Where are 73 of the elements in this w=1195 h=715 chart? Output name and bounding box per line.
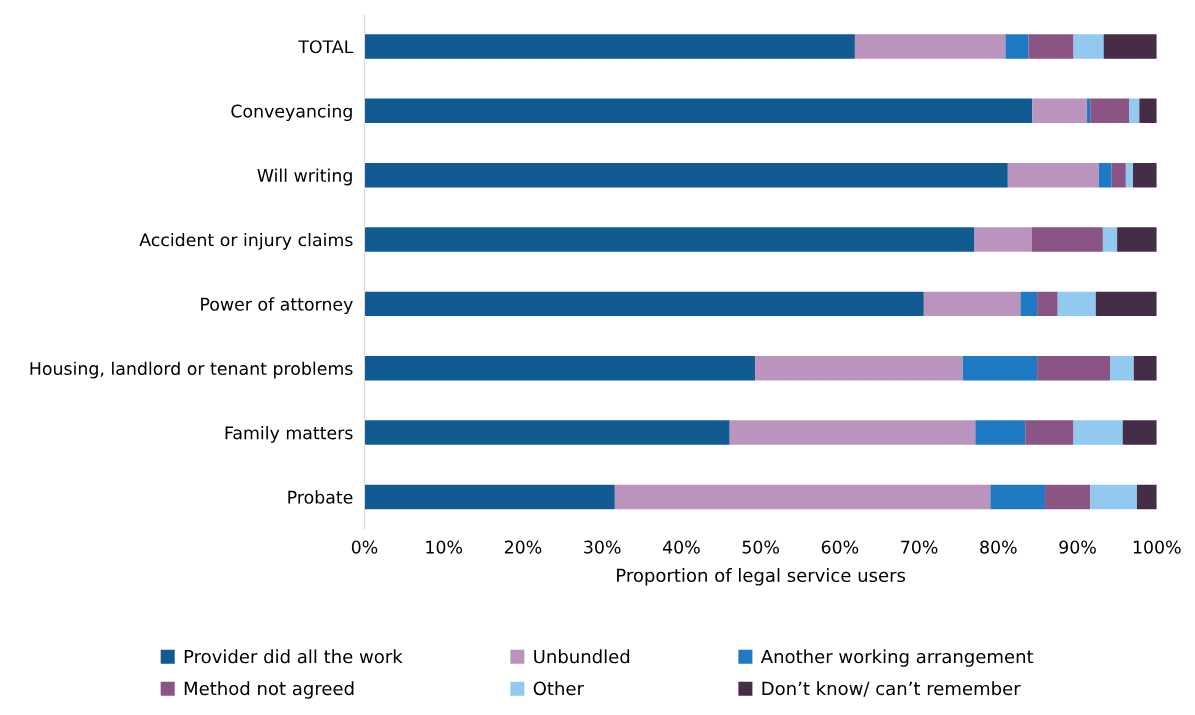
x-tick-label: 70%: [901, 540, 938, 554]
x-tick-label: 50%: [742, 540, 779, 554]
bar: [1028, 34, 1074, 59]
bar: [364, 420, 730, 445]
bar: [1032, 98, 1088, 124]
bar: [364, 34, 855, 59]
y-tick-label: Will writing: [257, 168, 352, 186]
bar: [1125, 162, 1133, 188]
bar: [974, 227, 1032, 252]
legend-label: Provider did all the work: [184, 649, 403, 664]
x-tick-label: 60%: [821, 540, 859, 554]
bar: [1122, 420, 1157, 445]
x-tick-label: 10%: [426, 540, 463, 554]
bar: [1020, 291, 1038, 317]
bar: [1057, 291, 1096, 317]
bar: [364, 227, 975, 252]
bar: [364, 162, 1008, 188]
y-tick-label: TOTAL: [298, 40, 354, 54]
legend-label: Another working arrangement: [760, 649, 1034, 667]
bar: [1090, 484, 1137, 510]
bar: [1136, 484, 1157, 510]
bar: [364, 484, 615, 510]
bar: [364, 98, 1033, 124]
bar: [1139, 98, 1157, 124]
bar: [1025, 420, 1074, 445]
bar: [1073, 34, 1104, 59]
x-tick-label: 40%: [662, 540, 700, 554]
legend-label: Unbundled: [534, 649, 630, 664]
bar: [614, 484, 991, 510]
x-tick-label: 90%: [1059, 540, 1096, 554]
bar: [1090, 98, 1130, 124]
bar: [1102, 227, 1118, 252]
bar: [364, 356, 756, 381]
x-tick-label: 20%: [504, 540, 542, 554]
bar: [1129, 98, 1140, 124]
bar: [923, 291, 1021, 317]
bar: [1110, 356, 1134, 381]
x-tick-label: 30%: [584, 540, 621, 554]
x-tick-label: 100%: [1133, 540, 1181, 554]
x-tick-label: 0%: [351, 540, 378, 554]
bar: [364, 291, 924, 317]
y-tick-label: Conveyancing: [231, 104, 352, 122]
bar: [1103, 34, 1157, 59]
legend-label: Don’t know/ can’t remember: [762, 681, 1021, 697]
bar: [1133, 356, 1157, 381]
bar: [1005, 34, 1029, 59]
bar: [1095, 291, 1157, 317]
bar: [1037, 291, 1058, 317]
bar: [854, 34, 1006, 59]
y-tick-label: Probate: [288, 490, 353, 504]
bar: [729, 420, 976, 445]
bar: [962, 356, 1038, 381]
x-axis-title: Proportion of legal service users: [617, 568, 906, 586]
y-tick-label: Housing, landlord or tenant problems: [30, 361, 353, 379]
bar: [990, 484, 1046, 510]
bar: [1132, 162, 1157, 188]
bar: [1117, 227, 1157, 252]
bar: [1073, 420, 1123, 445]
bar: [1111, 162, 1126, 188]
bar: [1087, 98, 1091, 124]
y-tick-label: Family matters: [225, 425, 353, 443]
x-tick-label: 80%: [980, 540, 1017, 554]
bar: [1007, 162, 1099, 188]
bar: [1031, 227, 1103, 252]
legend-label: Method not agreed: [184, 681, 354, 699]
legend-label: Other: [533, 681, 584, 696]
bar: [755, 356, 963, 381]
bar: [1037, 356, 1111, 381]
bar: [1045, 484, 1091, 510]
y-tick-label: Power of attorney: [201, 297, 353, 315]
y-tick-label: Accident or injury claims: [139, 232, 353, 250]
bar: [975, 420, 1026, 445]
bar: [1098, 162, 1112, 188]
